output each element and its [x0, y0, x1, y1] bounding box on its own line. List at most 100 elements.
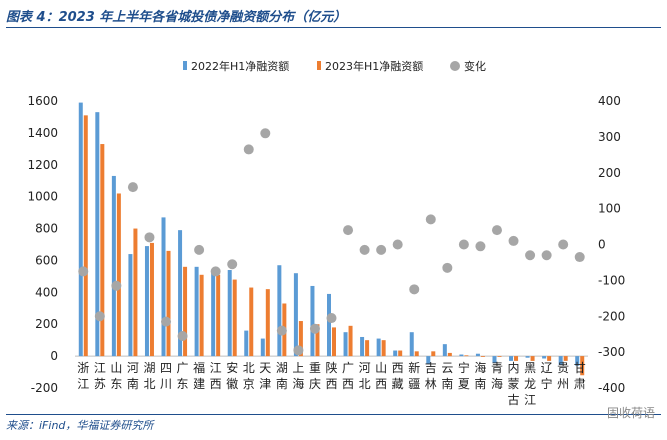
change-point: [541, 250, 552, 261]
bar-2023h1: [530, 356, 535, 361]
bar-2022h1: [509, 356, 514, 361]
left-axis-tick: 800: [35, 222, 58, 236]
bar-2022h1: [211, 270, 216, 357]
bar-2023h1: [83, 115, 88, 357]
category-label: 甘: [574, 361, 586, 375]
bar-2022h1: [178, 230, 183, 357]
bar-2023h1: [183, 266, 188, 357]
change-point: [194, 244, 205, 255]
left-axis-tick: -200: [31, 381, 58, 395]
left-axis-tick: 1600: [27, 94, 58, 108]
category-label: 海: [474, 360, 486, 375]
category-label: 南: [441, 376, 453, 391]
category-label: 津: [259, 377, 271, 391]
category-label: 江: [524, 393, 536, 407]
bar-2022h1: [111, 175, 116, 357]
category-label: 黑: [524, 361, 536, 375]
chart-title: 图表 4：2023 年上半年各省城投债净融资额分布（亿元）: [6, 10, 347, 25]
category-label: 河: [359, 361, 371, 375]
bar-2022h1: [144, 246, 149, 357]
bar-2022h1: [542, 356, 547, 359]
bar-2023h1: [149, 242, 154, 357]
change-point: [243, 144, 254, 155]
change-point: [111, 280, 122, 291]
category-label: 西: [375, 377, 387, 391]
category-label: 南: [276, 376, 288, 391]
legend-label-change: 变化: [464, 59, 486, 73]
bar-2023h1: [348, 325, 353, 357]
category-label: 新: [408, 360, 420, 375]
bar-2022h1: [558, 356, 563, 365]
change-point: [491, 225, 502, 236]
bar-2022h1: [426, 356, 431, 365]
category-label: 龙: [524, 377, 536, 391]
change-point: [227, 259, 238, 270]
bar-2023h1: [100, 144, 105, 357]
change-point: [144, 232, 155, 243]
change-point: [210, 266, 221, 277]
category-label: 苏: [94, 377, 106, 391]
legend-label-2022h1: 2022年H1净融资额: [191, 59, 289, 73]
change-point: [343, 225, 354, 236]
left-axis-tick: 1400: [27, 126, 58, 140]
bar-2023h1: [414, 351, 419, 357]
bar-2022h1: [293, 273, 298, 357]
category-label: 浙: [77, 361, 89, 375]
change-point: [409, 284, 420, 295]
bar-2022h1: [492, 356, 497, 363]
bar-2023h1: [547, 356, 552, 361]
change-point: [525, 250, 536, 261]
change-point: [161, 316, 172, 327]
bar-2023h1: [464, 355, 469, 357]
bar-2022h1: [260, 338, 265, 357]
category-label: 古: [508, 392, 520, 407]
category-label: 林: [425, 377, 437, 391]
category-label: 安: [226, 360, 238, 375]
footer-divider: [6, 414, 661, 415]
category-label: 东: [177, 377, 189, 391]
bar-2022h1: [409, 332, 414, 357]
bar-2022h1: [575, 356, 580, 366]
left-axis-tick: 600: [35, 253, 58, 267]
bar-2023h1: [514, 356, 519, 361]
right-axis-tick: 400: [598, 94, 621, 108]
legend-swatch-change: [450, 61, 460, 71]
category-label: 青: [491, 361, 503, 375]
left-axis-tick: 400: [35, 285, 58, 299]
change-point: [78, 266, 89, 277]
bar-2023h1: [480, 356, 485, 357]
category-label: 西: [342, 377, 354, 391]
category-label: 北: [143, 377, 155, 391]
source-note: 来源：iFind，华福证券研究所: [6, 419, 154, 432]
category-label: 云: [441, 361, 453, 375]
change-point: [558, 239, 569, 250]
category-label: 海: [292, 376, 304, 391]
bar-2023h1: [265, 289, 270, 357]
bar-2022h1: [277, 265, 282, 357]
category-label: 江: [94, 361, 106, 375]
right-axis-tick: 200: [598, 166, 621, 180]
change-point: [392, 239, 403, 250]
left-axis-tick: 200: [35, 317, 58, 331]
legend-swatch-2022h1: [183, 61, 187, 70]
bar-2022h1: [459, 354, 464, 357]
change-point: [359, 244, 370, 255]
change-point: [127, 182, 138, 193]
category-label: 内: [508, 361, 520, 375]
right-axis-tick: -100: [598, 273, 625, 287]
category-label: 天: [259, 361, 271, 375]
bar-2023h1: [431, 351, 436, 357]
bar-2022h1: [244, 330, 249, 357]
bar-2023h1: [365, 340, 370, 357]
change-point: [177, 330, 188, 341]
left-axis-tick: 1200: [27, 158, 58, 172]
bar-2023h1: [497, 356, 502, 357]
bar-2022h1: [360, 336, 365, 357]
bar-2022h1: [393, 350, 398, 357]
category-label: 宁: [541, 376, 553, 391]
category-label: 陕: [325, 360, 337, 375]
category-label: 北: [359, 377, 371, 391]
bar-2023h1: [116, 193, 121, 357]
bar-2023h1: [580, 356, 585, 376]
